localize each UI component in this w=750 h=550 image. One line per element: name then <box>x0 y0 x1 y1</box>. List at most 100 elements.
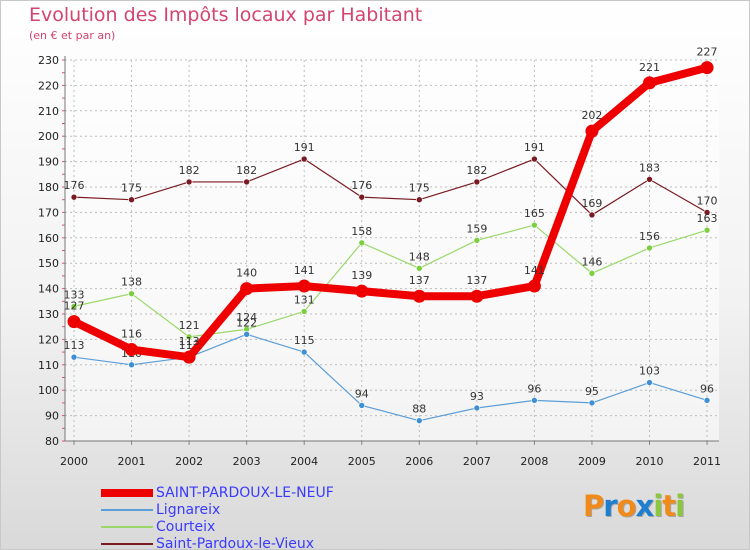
y-tick-label: 180 <box>38 181 59 194</box>
data-label-lignareix: 94 <box>355 387 369 400</box>
data-label-courteix: 124 <box>236 311 257 324</box>
data-point-courteix <box>473 237 481 244</box>
data-point-courteix <box>415 264 423 272</box>
logo-letter: r <box>603 489 617 523</box>
data-label-saint-pardoux-le-vieux: 182 <box>466 164 487 177</box>
data-point-lignareix <box>243 331 250 338</box>
y-tick-label: 230 <box>38 54 59 67</box>
data-point-lignareix <box>646 379 653 386</box>
y-tick-label: 150 <box>38 257 59 270</box>
x-tick-label: 2007 <box>463 455 491 468</box>
data-point-saint-pardoux-le-vieux <box>358 193 366 201</box>
y-tick-label: 130 <box>38 308 59 321</box>
data-label-saint-pardoux-le-vieux: 176 <box>351 179 372 192</box>
y-tick-label: 90 <box>45 410 59 423</box>
y-tick-label: 190 <box>38 156 59 169</box>
data-label-courteix: 163 <box>697 212 718 225</box>
data-label-courteix: 156 <box>639 230 660 243</box>
data-label-saint-pardoux-le-vieux: 182 <box>236 164 257 177</box>
y-tick-label: 200 <box>38 130 59 143</box>
legend-item-saint-pardoux-le-vieux[interactable]: Saint-Pardoux-le-Vieux <box>101 536 361 550</box>
x-tick-label: 2003 <box>233 455 261 468</box>
data-point-lignareix <box>588 399 596 407</box>
data-label-saint-pardoux-le-vieux: 175 <box>409 182 430 195</box>
data-point-courteix <box>70 303 78 310</box>
data-point-lignareix <box>703 397 711 404</box>
data-point-saint-pardoux-le-neuf <box>470 289 484 303</box>
data-label-saint-pardoux-le-vieux: 176 <box>64 179 85 192</box>
legend-label: Lignareix <box>156 502 221 518</box>
data-point-saint-pardoux-le-neuf <box>125 343 139 357</box>
data-point-saint-pardoux-le-vieux <box>70 193 78 201</box>
data-label-lignareix: 113 <box>64 339 85 352</box>
data-point-saint-pardoux-le-neuf <box>297 279 311 293</box>
y-tick-label: 120 <box>38 333 59 346</box>
data-label-lignareix: 96 <box>527 382 541 395</box>
chart-legend: SAINT-PARDOUX-LE-NEUF Lignareix Courteix… <box>101 485 361 550</box>
data-label-saint-pardoux-le-vieux: 183 <box>639 161 660 174</box>
data-point-courteix <box>646 244 653 252</box>
logo-letter: o <box>616 489 637 523</box>
legend-label: SAINT-PARDOUX-LE-NEUF <box>156 485 334 501</box>
data-point-courteix <box>588 270 596 277</box>
data-label-saint-pardoux-le-neuf: 137 <box>409 274 430 287</box>
data-label-saint-pardoux-le-vieux: 170 <box>697 194 718 207</box>
legend-item-lignareix[interactable]: Lignareix <box>101 502 361 519</box>
y-tick-label: 110 <box>38 359 59 372</box>
y-tick-label: 160 <box>38 232 59 245</box>
data-point-lignareix <box>70 353 78 361</box>
y-tick-label: 80 <box>45 435 59 448</box>
data-point-lignareix <box>473 404 481 412</box>
chart-title: Evolution des Impôts locaux par Habitant <box>29 4 423 26</box>
series-line-courteix <box>73 224 708 338</box>
data-label-saint-pardoux-le-neuf: 113 <box>179 335 200 348</box>
data-point-lignareix <box>128 361 135 369</box>
data-point-courteix <box>128 290 135 297</box>
logo-letter: i <box>675 489 685 523</box>
data-label-saint-pardoux-le-vieux: 191 <box>294 141 315 154</box>
data-label-lignareix: 103 <box>639 365 660 378</box>
y-tick-label: 210 <box>38 105 59 118</box>
data-point-saint-pardoux-le-vieux <box>300 155 308 163</box>
data-label-saint-pardoux-le-vieux: 175 <box>121 182 142 195</box>
y-tick-label: 100 <box>38 384 59 397</box>
x-tick-label: 2002 <box>175 455 203 468</box>
proxiti-logo: Proxiti <box>583 489 685 523</box>
data-label-courteix: 121 <box>179 319 200 332</box>
x-tick-label: 2010 <box>636 455 664 468</box>
x-tick-label: 2008 <box>520 455 548 468</box>
data-label-courteix: 165 <box>524 207 545 220</box>
data-point-courteix <box>300 308 308 315</box>
data-label-courteix: 133 <box>64 288 85 301</box>
legend-item-saint-pardoux-le-neuf[interactable]: SAINT-PARDOUX-LE-NEUF <box>101 485 361 502</box>
data-label-lignareix: 95 <box>585 385 599 398</box>
series-line-saint-pardoux-le-neuf <box>70 63 712 362</box>
legend-label: Saint-Pardoux-le-Vieux <box>156 536 314 550</box>
x-tick-label: 2000 <box>60 455 88 468</box>
plot-area <box>65 60 719 441</box>
data-point-saint-pardoux-le-neuf <box>240 282 254 296</box>
data-point-saint-pardoux-le-neuf <box>412 289 426 303</box>
data-label-courteix: 146 <box>581 255 602 268</box>
data-label-saint-pardoux-le-neuf: 139 <box>351 269 372 282</box>
x-tick-label: 2004 <box>290 455 318 468</box>
data-point-lignareix <box>358 402 366 409</box>
legend-label: Courteix <box>156 519 216 535</box>
data-point-saint-pardoux-le-vieux <box>473 178 481 186</box>
series-line-saint-pardoux-le-vieux <box>73 158 708 216</box>
data-label-saint-pardoux-le-neuf: 202 <box>581 109 602 122</box>
data-point-lignareix <box>415 417 423 424</box>
logo-letter: t <box>662 489 676 523</box>
data-label-saint-pardoux-le-neuf: 137 <box>466 274 487 287</box>
y-tick-label: 170 <box>38 206 59 219</box>
data-point-courteix <box>703 226 711 234</box>
data-label-saint-pardoux-le-neuf: 127 <box>64 300 85 313</box>
data-label-saint-pardoux-le-neuf: 141 <box>294 264 315 277</box>
data-point-saint-pardoux-le-vieux <box>415 196 423 203</box>
logo-letter: i <box>653 489 663 523</box>
legend-item-courteix[interactable]: Courteix <box>101 519 361 536</box>
data-label-courteix: 158 <box>351 225 372 238</box>
data-label-saint-pardoux-le-neuf: 227 <box>697 46 718 59</box>
